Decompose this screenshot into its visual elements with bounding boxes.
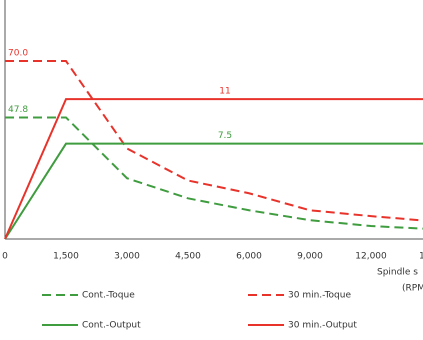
x-tick-label: 9,000 — [297, 252, 323, 262]
annotation: 70.0 — [8, 49, 28, 59]
legend-label: Cont.-Toque — [82, 291, 135, 301]
x-tick-label: 12,000 — [355, 252, 387, 262]
legend-label: Cont.-Output — [82, 321, 141, 331]
x-axis-label: (RPM — [402, 284, 423, 294]
legend-label: 30 min.-Toque — [288, 291, 351, 301]
series-line — [5, 60, 423, 222]
series-line — [4, 142, 423, 240]
annotation: 47.8 — [8, 105, 28, 115]
x-tick-label: 1,500 — [53, 252, 79, 262]
series-line — [5, 116, 423, 230]
x-tick-label: 4,500 — [175, 252, 201, 262]
x-tick-label: 6,000 — [236, 252, 262, 262]
x-tick-label: 0 — [2, 252, 8, 262]
series-line — [4, 98, 423, 240]
annotation: 7.5 — [218, 131, 232, 141]
x-axis-label: Spindle s — [377, 268, 418, 278]
x-tick-label: 1 — [419, 252, 423, 262]
legend-label: 30 min.-Output — [288, 321, 357, 331]
annotation: 11 — [219, 87, 230, 97]
x-tick-label: 3,000 — [114, 252, 140, 262]
